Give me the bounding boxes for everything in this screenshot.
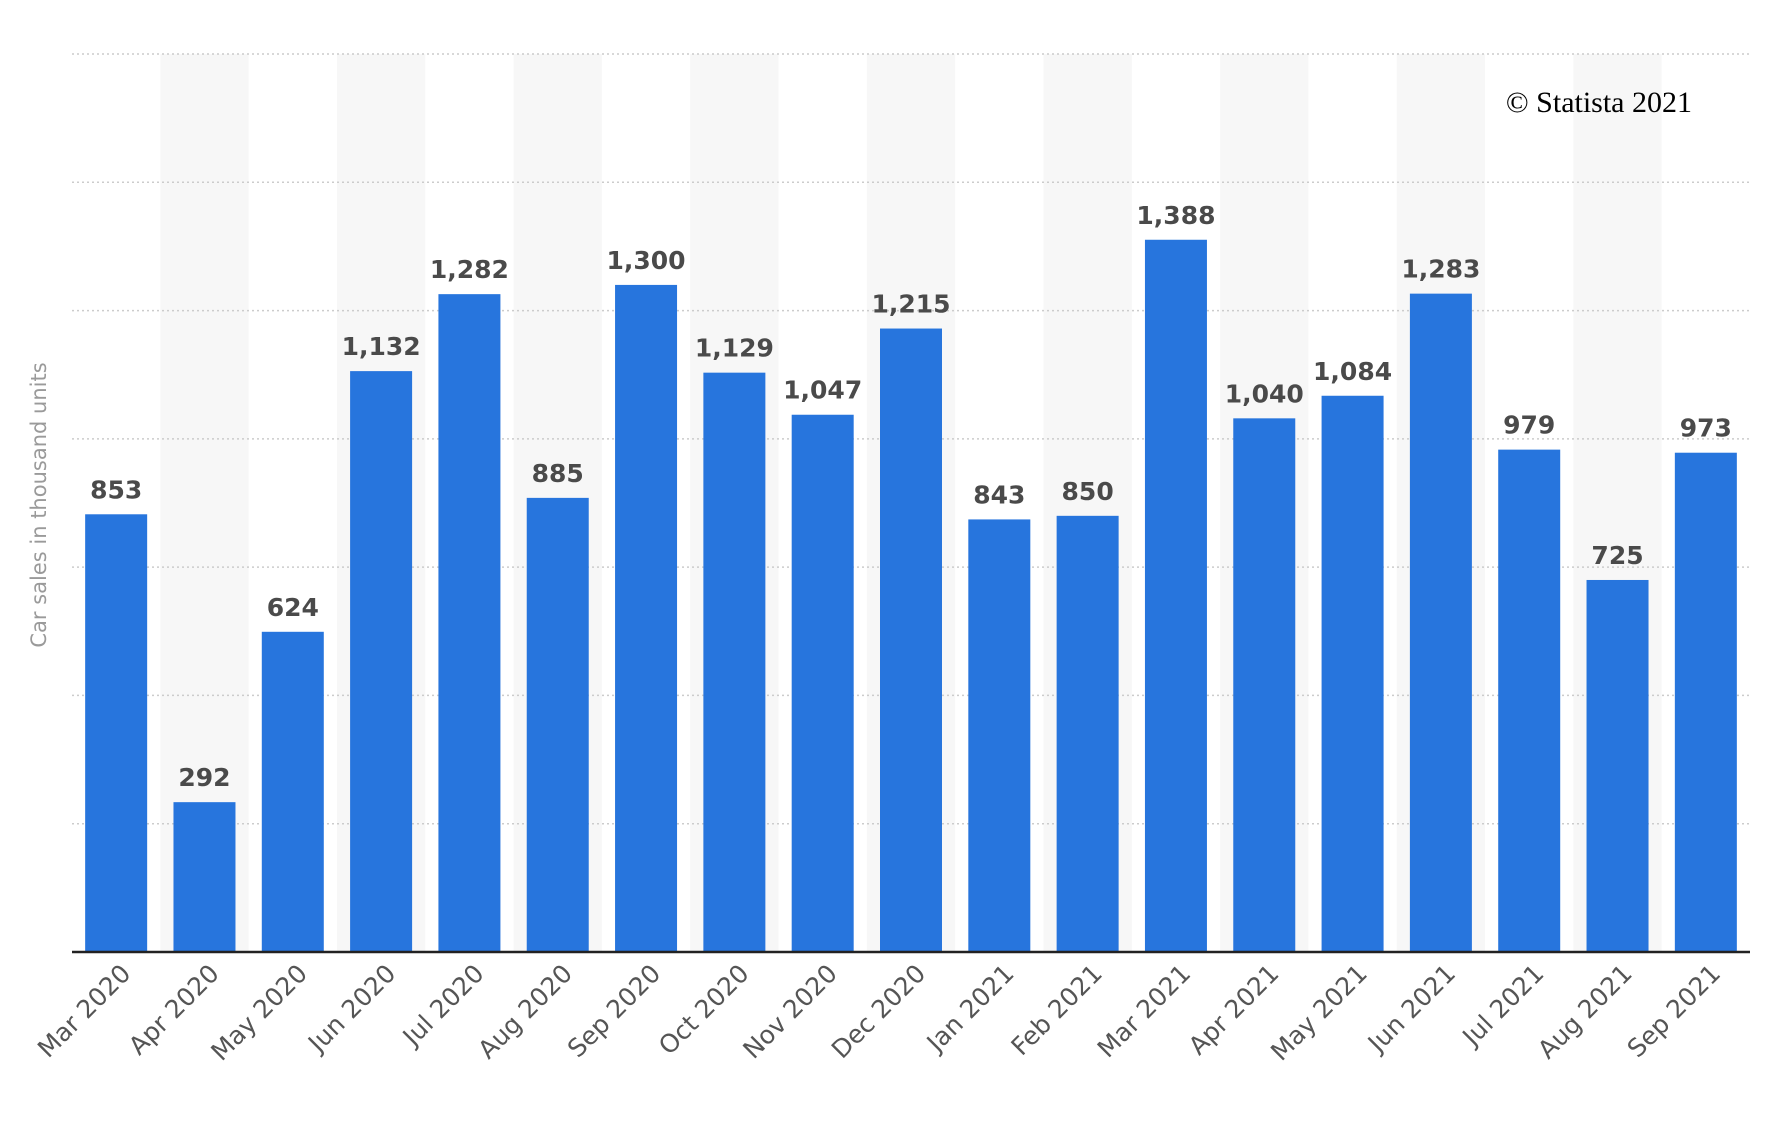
value-label: 1,047: [783, 376, 862, 405]
value-label: 624: [267, 593, 319, 622]
value-label: 973: [1680, 414, 1732, 443]
bars: [85, 239, 1737, 953]
bar: [703, 372, 766, 952]
x-tick-label: Jul 2020: [396, 959, 490, 1053]
value-label: 725: [1591, 541, 1643, 570]
value-label: 1,282: [430, 255, 509, 284]
value-label: 1,300: [607, 246, 686, 275]
x-tick-label: Dec 2020: [826, 959, 931, 1064]
x-tick-label: Jan 2021: [920, 959, 1020, 1059]
value-label: 292: [178, 763, 230, 792]
x-tick-label: Jun 2021: [1361, 959, 1461, 1059]
bar: [1233, 418, 1296, 952]
x-tick-label: Feb 2021: [1005, 959, 1107, 1061]
bar: [615, 284, 678, 952]
bar: [173, 802, 236, 952]
value-labels: 853 292 624 1,132 1,282 885 1,300 1,129 1,047 1,2…: [90, 201, 1732, 792]
x-tick-label: Nov 2020: [737, 959, 843, 1065]
value-label: 843: [973, 480, 1025, 509]
bar: [1056, 515, 1119, 952]
bar: [1674, 452, 1737, 952]
bar: [1321, 395, 1384, 952]
statista-credit: © Statista 2021: [1506, 86, 1692, 119]
x-tick-label: Jun 2020: [301, 959, 401, 1059]
bar: [1144, 239, 1207, 953]
value-label: 979: [1503, 411, 1555, 440]
value-label: 1,129: [695, 334, 774, 363]
value-label: 885: [532, 459, 584, 488]
x-tick-label: Mar 2021: [1092, 959, 1196, 1063]
x-tick-label: Aug 2020: [472, 959, 578, 1065]
value-label: 1,084: [1313, 357, 1392, 386]
x-tick-label: May 2020: [205, 959, 313, 1067]
bar: [1498, 449, 1561, 952]
x-tick-label: Sep 2020: [562, 959, 666, 1063]
bar: [880, 328, 942, 952]
x-tick-label: Jul 2021: [1456, 959, 1550, 1053]
x-tick-label: Sep 2021: [1622, 959, 1726, 1063]
value-label: 850: [1062, 477, 1114, 506]
bar: [968, 519, 1031, 952]
bar: [1409, 293, 1472, 953]
bar: [85, 514, 148, 952]
x-tick-label: May 2021: [1265, 959, 1373, 1067]
value-label: 1,132: [342, 332, 421, 361]
value-label: 1,283: [1401, 255, 1480, 284]
bar: [791, 414, 854, 952]
bar: [526, 497, 589, 952]
bar: [1586, 579, 1649, 952]
bar: [261, 631, 324, 952]
bar: [350, 371, 413, 952]
y-axis-label: Car sales in thousand units: [27, 362, 51, 647]
value-label: 1,215: [871, 290, 950, 319]
x-tick-label: Mar 2020: [32, 959, 136, 1063]
value-label: 1,040: [1225, 379, 1304, 408]
x-tick-label: Aug 2021: [1532, 959, 1638, 1065]
value-label: 1,388: [1136, 201, 1215, 230]
value-label: 853: [90, 475, 142, 504]
bar: [438, 294, 501, 952]
